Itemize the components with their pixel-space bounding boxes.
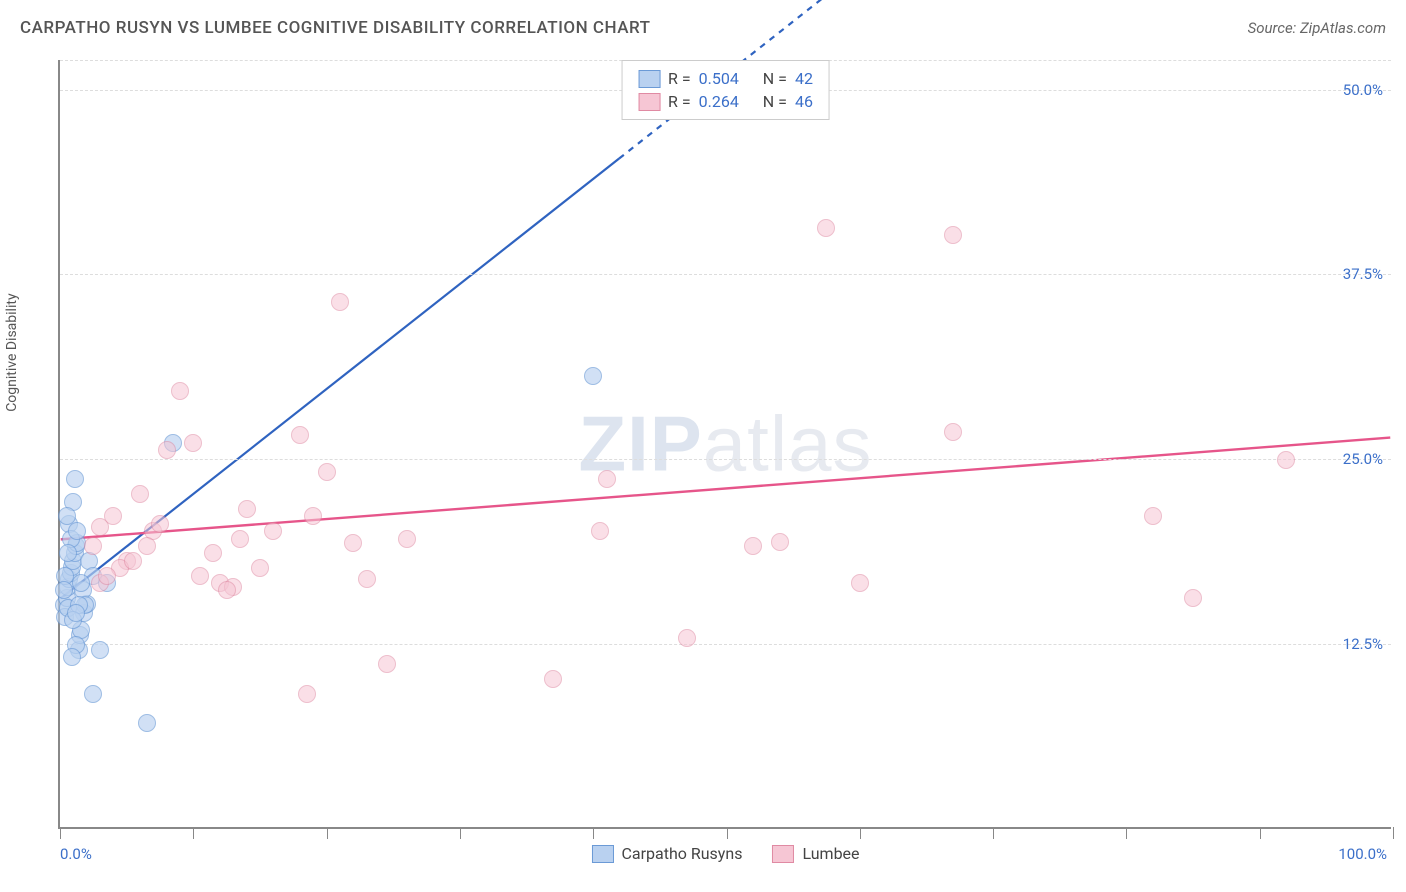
plot-area: ZIPatlas R = 0.504 N = 42 R = 0.264 N = … (58, 60, 1391, 829)
scatter-point (191, 567, 209, 585)
scatter-point (318, 463, 336, 481)
legend-item: Lumbee (772, 844, 859, 863)
y-tick-label: 25.0% (1343, 450, 1383, 468)
x-tick (860, 827, 861, 839)
scatter-point (398, 530, 416, 548)
x-tick-label-right: 100.0% (1338, 845, 1387, 863)
scatter-point (171, 382, 189, 400)
scatter-point (291, 426, 309, 444)
y-tick-label: 50.0% (1343, 81, 1383, 99)
scatter-point (358, 570, 376, 588)
scatter-point (72, 574, 90, 592)
scatter-point (304, 507, 322, 525)
legend-label: Carpatho Rusyns (621, 844, 742, 863)
scatter-point (151, 515, 169, 533)
scatter-point (744, 537, 762, 555)
scatter-point (66, 470, 84, 488)
scatter-point (204, 544, 222, 562)
scatter-point (944, 226, 962, 244)
scatter-point (104, 507, 122, 525)
scatter-point (817, 219, 835, 237)
scatter-point (98, 567, 116, 585)
scatter-point (231, 530, 249, 548)
x-tick (1126, 827, 1127, 839)
chart-container: Cognitive Disability ZIPatlas R = 0.504 … (20, 48, 1391, 877)
x-tick (593, 827, 594, 839)
watermark: ZIPatlas (578, 398, 872, 489)
scatter-point (944, 423, 962, 441)
scatter-point (84, 537, 102, 555)
scatter-point (678, 629, 696, 647)
series-legend: Carpatho Rusyns Lumbee (591, 844, 859, 863)
gridline-h (60, 459, 1391, 460)
legend-swatch (638, 93, 660, 111)
scatter-point (544, 670, 562, 688)
scatter-point (84, 685, 102, 703)
y-tick-label: 12.5% (1343, 635, 1383, 653)
scatter-point (298, 685, 316, 703)
scatter-point (264, 522, 282, 540)
x-tick-label-left: 0.0% (60, 845, 92, 863)
scatter-point (1184, 589, 1202, 607)
legend-row: R = 0.504 N = 42 (638, 67, 813, 90)
legend-swatch (591, 845, 613, 863)
scatter-point (238, 500, 256, 518)
scatter-point (251, 559, 269, 577)
gridline-h (60, 274, 1391, 275)
scatter-point (184, 434, 202, 452)
trend-lines-layer (60, 60, 1391, 827)
scatter-point (124, 552, 142, 570)
y-axis-label: Cognitive Disability (4, 293, 20, 411)
scatter-point (63, 648, 81, 666)
scatter-point (1277, 451, 1295, 469)
scatter-point (91, 641, 109, 659)
scatter-point (771, 533, 789, 551)
scatter-point (138, 714, 156, 732)
scatter-point (138, 537, 156, 555)
scatter-point (131, 485, 149, 503)
legend-swatch (638, 70, 660, 88)
chart-title: CARPATHO RUSYN VS LUMBEE COGNITIVE DISAB… (20, 18, 651, 38)
x-tick (993, 827, 994, 839)
x-tick (327, 827, 328, 839)
correlation-legend: R = 0.504 N = 42 R = 0.264 N = 46 (621, 60, 830, 120)
x-tick (193, 827, 194, 839)
scatter-point (851, 574, 869, 592)
legend-swatch (772, 845, 794, 863)
legend-item: Carpatho Rusyns (591, 844, 742, 863)
scatter-point (59, 544, 77, 562)
x-tick (727, 827, 728, 839)
scatter-point (68, 522, 86, 540)
scatter-point (344, 534, 362, 552)
scatter-point (218, 581, 236, 599)
trend-line (61, 438, 1391, 540)
scatter-point (591, 522, 609, 540)
scatter-point (331, 293, 349, 311)
scatter-point (55, 581, 73, 599)
scatter-point (67, 604, 85, 622)
y-tick-label: 37.5% (1343, 265, 1383, 283)
x-tick (460, 827, 461, 839)
scatter-point (584, 367, 602, 385)
source-label: Source: ZipAtlas.com (1248, 19, 1386, 37)
legend-label: Lumbee (802, 844, 859, 863)
x-tick (1393, 827, 1394, 839)
gridline-h (60, 644, 1391, 645)
legend-row: R = 0.264 N = 46 (638, 90, 813, 113)
scatter-point (1144, 507, 1162, 525)
scatter-point (598, 470, 616, 488)
x-tick (1260, 827, 1261, 839)
x-tick (60, 827, 61, 839)
scatter-point (158, 441, 176, 459)
scatter-point (378, 655, 396, 673)
